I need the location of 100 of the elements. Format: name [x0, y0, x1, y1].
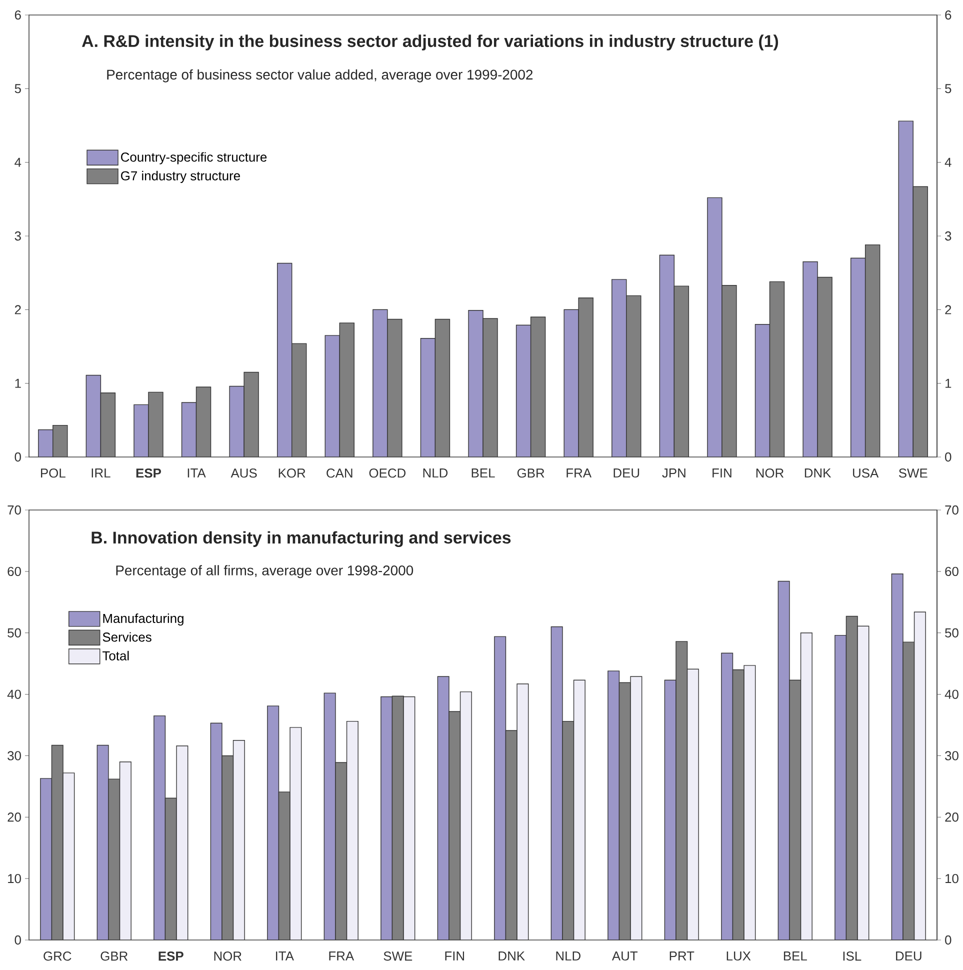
bar: [608, 670, 620, 940]
bar: [40, 778, 52, 940]
bar: [448, 711, 461, 940]
text: Percentage of all firms, average over 1998-2000: [116, 565, 414, 578]
bar: [181, 402, 197, 457]
bar: [516, 683, 529, 940]
text: Percentage of business sector value added, average over 1999-2002: [107, 69, 533, 82]
bar: [778, 580, 790, 940]
x-tick-label: ESP: [136, 468, 161, 478]
bar: [914, 612, 926, 940]
x-tick-label: ITA: [188, 468, 206, 478]
bar: [744, 665, 756, 940]
bar: [630, 676, 642, 940]
bar: [618, 682, 631, 940]
text: B. Innovation density in manufacturing and services: [92, 531, 511, 548]
bar: [290, 727, 302, 940]
y-tick-label: 0: [14, 452, 21, 462]
legend-label: Total: [102, 650, 129, 660]
bar: [800, 632, 812, 940]
y2-tick-label: 0: [945, 452, 952, 462]
bar: [108, 779, 120, 940]
x-tick-label: NOR: [756, 468, 784, 478]
y2-tick-label: 6: [945, 10, 952, 20]
bar: [891, 574, 904, 940]
y-tick-label: 5: [14, 84, 21, 94]
bar: [346, 720, 358, 940]
y2-tick-label: 1: [946, 378, 952, 388]
bar: [516, 324, 532, 457]
bar: [134, 404, 149, 457]
y2-tick-label: 4: [944, 158, 952, 167]
bar: [664, 680, 676, 940]
legend-label: G7 industry structure: [121, 170, 240, 183]
bar: [278, 792, 290, 940]
x-tick-label: OECD: [369, 468, 406, 478]
y2-tick-label: 3: [945, 231, 952, 241]
bar: [120, 762, 132, 940]
bar: [437, 676, 450, 940]
bar: [612, 279, 627, 457]
y2-tick-label: 2: [945, 305, 952, 314]
bar: [494, 636, 506, 940]
bar: [468, 310, 484, 457]
bar: [86, 374, 102, 457]
bar: [38, 429, 54, 457]
bar: [846, 616, 858, 940]
bar: [659, 254, 675, 457]
bar: [154, 715, 166, 940]
bar: [902, 642, 915, 940]
bar: [754, 324, 770, 457]
y-tick-label: 50: [8, 628, 21, 638]
bar: [277, 262, 292, 457]
x-tick-label: JPN: [662, 468, 686, 478]
bar: [857, 626, 870, 940]
bar: [676, 641, 688, 940]
y-tick-label: 2: [14, 305, 21, 314]
x-tick-label: NOR: [214, 952, 242, 961]
x-tick-label: FIN: [445, 952, 464, 960]
bar: [97, 745, 108, 940]
bar: [562, 720, 574, 940]
bar: [564, 309, 579, 457]
bar: [573, 680, 586, 940]
bar: [898, 120, 914, 457]
y2-tick-label: 5: [945, 84, 952, 94]
y-tick-label: 70: [8, 505, 21, 515]
x-tick-label: GRC: [44, 952, 72, 961]
bar: [460, 691, 472, 940]
bar: [324, 692, 336, 940]
x-tick-label: SWE: [384, 952, 412, 961]
bar: [176, 746, 188, 940]
x-tick-label: BEL: [472, 468, 495, 478]
bar: [267, 706, 280, 940]
y2-tick-label: 70: [945, 505, 958, 515]
bar: [802, 261, 818, 457]
x-tick-label: CAN: [326, 468, 352, 478]
bar: [229, 386, 244, 457]
y-tick-label: 10: [8, 874, 21, 884]
y2-tick-label: 10: [946, 874, 958, 884]
bar: [372, 309, 388, 457]
x-tick-label: NLD: [556, 952, 580, 960]
legend-label: Services: [102, 632, 152, 642]
x-tick-label: ESP: [158, 952, 184, 961]
legend-label: Country-specific structure: [121, 152, 267, 164]
bar: [232, 740, 245, 940]
y-tick-label: 40: [7, 690, 21, 699]
y-tick-label: 6: [14, 10, 21, 20]
x-tick-label: FRA: [566, 468, 592, 478]
y2-tick-label: 20: [945, 812, 958, 822]
x-tick-label: BEL: [784, 952, 807, 960]
y-tick-label: 3: [14, 231, 21, 241]
bar: [392, 696, 404, 940]
bar: [850, 258, 866, 457]
y2-tick-label: 50: [945, 628, 958, 638]
x-tick-label: PRT: [670, 952, 694, 960]
x-tick-label: DNK: [804, 468, 832, 478]
bar: [324, 335, 340, 457]
bar: [732, 669, 744, 940]
bar: [51, 744, 64, 940]
text: A. R&D intensity in the business sector adjusted for variations in industry structure (1): [82, 34, 778, 50]
y-tick-label: 30: [8, 751, 21, 760]
x-tick-label: POL: [41, 468, 66, 478]
y2-tick-label: 0: [945, 935, 952, 945]
